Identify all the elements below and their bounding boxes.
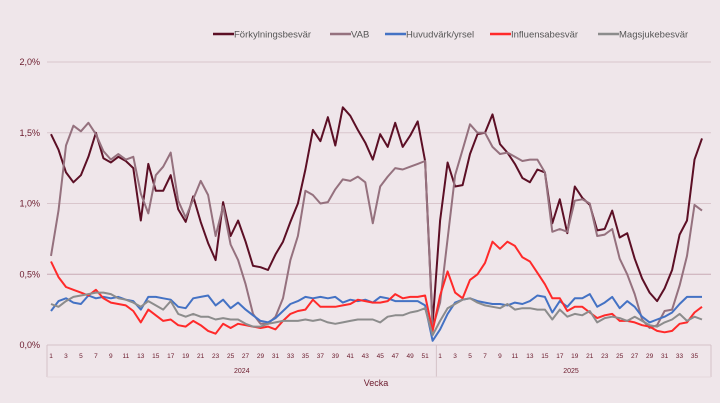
x-tick-label: 23	[212, 353, 220, 360]
x-tick-label: 33	[287, 353, 295, 360]
y-tick-label: 0,5%	[19, 269, 40, 279]
x-tick-label: 27	[242, 353, 250, 360]
y-tick-label: 1,5%	[19, 128, 40, 138]
x-tick-label: 1	[49, 353, 53, 360]
x-tick-label: 19	[182, 353, 190, 360]
x-tick-label: 29	[646, 353, 654, 360]
x-tick-label: 31	[661, 353, 669, 360]
x-tick-label: 41	[347, 353, 355, 360]
x-tick-label: 11	[512, 353, 519, 360]
x-tick-label: 3	[453, 353, 457, 360]
x-tick-label: 43	[362, 353, 370, 360]
x-tick-label: 19	[571, 353, 579, 360]
x-tick-label: 9	[109, 353, 113, 360]
x-tick-label: 15	[541, 353, 549, 360]
legend-item: VAB	[330, 30, 369, 41]
x-tick-label: 35	[691, 353, 699, 360]
legend-label: Förkylningsbesvär	[234, 30, 311, 41]
year-label: 2025	[563, 368, 579, 375]
x-axis: 1 3 5 7 9 11 13 15 17 19 21 23 25 27 29 31 33 35 37 39 41 43 4…	[46, 344, 712, 378]
series-line-4	[50, 291, 703, 337]
x-tick-label: 3	[64, 353, 68, 360]
x-tick-label: 13	[526, 353, 534, 360]
y-tick-label: 0,0%	[19, 340, 40, 350]
series-lines	[50, 106, 703, 342]
legend-item: Magsjukebesvär	[598, 30, 688, 41]
x-tick-label: 1	[438, 353, 442, 360]
legend-label: Magsjukebesvär	[619, 30, 688, 41]
x-tick-label: 51	[422, 353, 430, 360]
legend-item: Influensabesvär	[490, 30, 578, 41]
x-tick-label: 27	[631, 353, 639, 360]
x-tick-label: 25	[227, 353, 235, 360]
x-tick-label: 23	[601, 353, 609, 360]
x-tick-label: 25	[616, 353, 624, 360]
legend: Förkylningsbesvär VAB Huvudvärk/yrsel Influ…	[213, 30, 688, 41]
x-tick-label: 11	[122, 353, 129, 360]
legend-item: Förkylningsbesvär	[213, 30, 311, 41]
series-line-0	[50, 106, 703, 325]
y-tick-label: 1,0%	[19, 199, 40, 209]
year-label: 2024	[234, 368, 250, 375]
x-tick-label: 45	[377, 353, 385, 360]
legend-label: VAB	[351, 30, 369, 41]
y-axis-ticks: 0,0% 0,5% 1,0% 1,5% 2,0%	[19, 57, 40, 350]
x-tick-label: 21	[586, 353, 594, 360]
x-tick-label: 13	[137, 353, 145, 360]
x-axis-title: Vecka	[364, 378, 389, 388]
legend-item: Huvudvärk/yrsel	[385, 30, 474, 41]
x-tick-label: 35	[302, 353, 310, 360]
x-tick-label: 17	[167, 353, 175, 360]
x-tick-label: 7	[483, 353, 487, 360]
legend-label: Huvudvärk/yrsel	[406, 30, 474, 41]
x-tick-label: 5	[79, 353, 83, 360]
x-tick-label: 15	[152, 353, 160, 360]
y-tick-label: 2,0%	[19, 57, 40, 67]
x-tick-label: 5	[468, 353, 472, 360]
x-tick-label: 21	[197, 353, 205, 360]
x-tick-label: 9	[498, 353, 502, 360]
x-tick-label: 39	[332, 353, 340, 360]
x-tick-label: 37	[317, 353, 325, 360]
x-tick-label: 33	[676, 353, 684, 360]
gridlines	[47, 61, 711, 275]
legend-label: Influensabesvär	[511, 30, 578, 41]
x-tick-label: 47	[392, 353, 400, 360]
x-tick-label: 31	[272, 353, 280, 360]
x-tick-label: 17	[556, 353, 564, 360]
x-tick-label: 49	[407, 353, 415, 360]
x-tick-label: 7	[94, 353, 98, 360]
series-line-2	[50, 293, 702, 342]
series-line-1	[50, 121, 703, 329]
x-tick-label: 29	[257, 353, 265, 360]
